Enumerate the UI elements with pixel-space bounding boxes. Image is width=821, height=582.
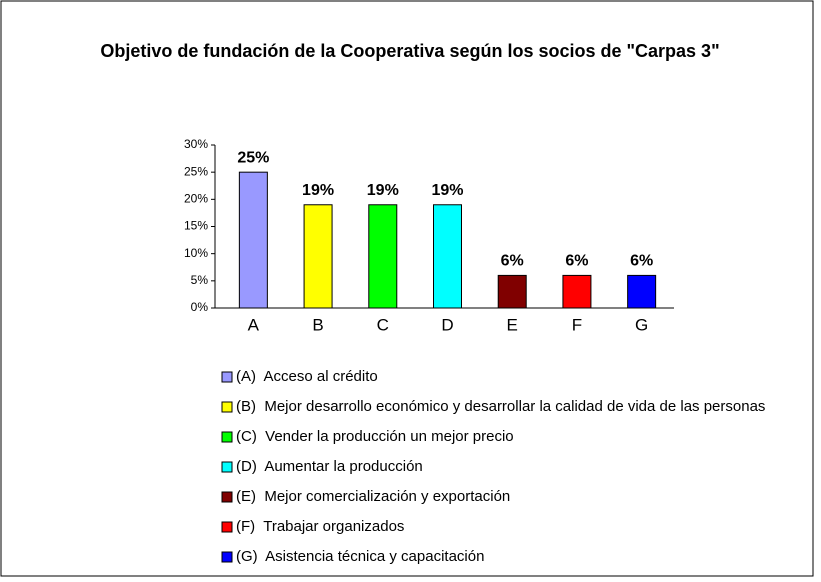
bar bbox=[303, 204, 333, 309]
y-tick-label: 30% bbox=[184, 137, 208, 151]
bar bbox=[497, 274, 527, 309]
legend-swatch bbox=[221, 431, 233, 443]
y-tick-label: 25% bbox=[184, 164, 208, 178]
bar bbox=[562, 274, 592, 309]
bar bbox=[368, 204, 398, 309]
legend-swatch bbox=[221, 371, 233, 383]
chart-title: Objetivo de fundación de la Cooperativa … bbox=[100, 41, 720, 61]
value-label: 19% bbox=[431, 182, 463, 199]
legend-swatch bbox=[221, 491, 233, 503]
bar bbox=[238, 171, 268, 309]
y-tick-label: 20% bbox=[184, 192, 208, 206]
legend-label: (C) Vender la producción un mejor precio bbox=[236, 428, 514, 445]
legend-swatch bbox=[221, 521, 233, 533]
legend-label: (F) Trabajar organizados bbox=[236, 518, 404, 535]
legend-swatch bbox=[221, 551, 233, 563]
legend-label: (E) Mejor comercialización y exportación bbox=[236, 488, 510, 505]
y-tick-label: 0% bbox=[191, 300, 209, 314]
value-label: 19% bbox=[367, 182, 399, 199]
bar bbox=[433, 204, 462, 309]
value-label: 6% bbox=[501, 253, 524, 270]
x-tick-label: B bbox=[312, 315, 323, 334]
legend-label: (B) Mejor desarrollo económico y desarro… bbox=[236, 398, 765, 415]
y-tick-label: 10% bbox=[184, 246, 208, 260]
bar bbox=[627, 274, 657, 309]
legend-swatch bbox=[221, 461, 233, 473]
legend-swatch bbox=[221, 401, 233, 413]
y-tick-label: 5% bbox=[191, 273, 209, 287]
legend-label: (A) Acceso al crédito bbox=[236, 368, 378, 385]
x-tick-label: F bbox=[572, 315, 582, 334]
value-label: 6% bbox=[565, 253, 588, 270]
x-tick-label: D bbox=[441, 315, 453, 334]
legend-label: (D) Aumentar la producción bbox=[236, 458, 423, 475]
x-tick-label: A bbox=[248, 315, 260, 334]
x-tick-label: C bbox=[377, 315, 389, 334]
legend-label: (G) Asistencia técnica y capacitación bbox=[236, 548, 484, 565]
value-label: 6% bbox=[630, 253, 653, 270]
value-label: 25% bbox=[237, 149, 269, 166]
x-tick-label: E bbox=[507, 315, 518, 334]
value-label: 19% bbox=[302, 182, 334, 199]
x-tick-label: G bbox=[635, 315, 648, 334]
y-tick-label: 15% bbox=[184, 219, 208, 233]
